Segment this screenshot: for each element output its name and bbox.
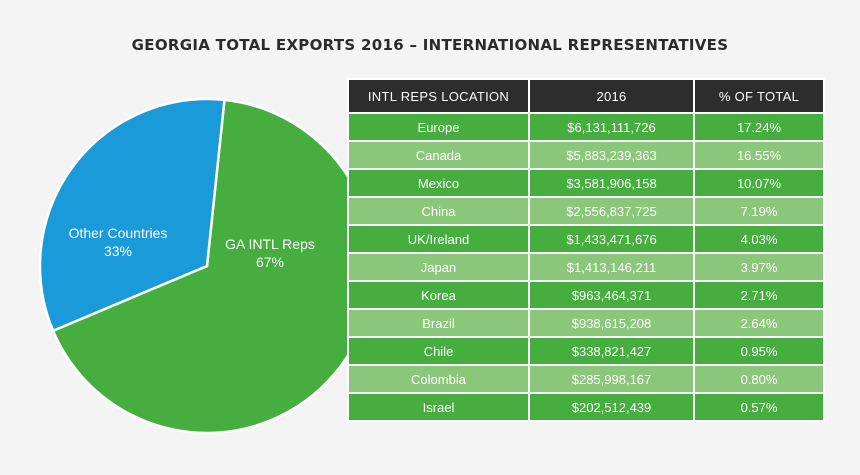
cell-value: $1,433,471,676 — [528, 224, 695, 254]
cell-percent: 10.07% — [693, 168, 825, 198]
cell-location: Israel — [347, 392, 530, 422]
cell-percent: 3.97% — [693, 252, 825, 282]
cell-percent: 0.95% — [693, 336, 825, 366]
cell-value: $285,998,167 — [528, 364, 695, 394]
cell-percent: 0.57% — [693, 392, 825, 422]
cell-value: $938,615,208 — [528, 308, 695, 338]
cell-location: Brazil — [347, 308, 530, 338]
table-row: Chile $338,821,427 0.95% — [347, 336, 825, 366]
table-row: Brazil $938,615,208 2.64% — [347, 308, 825, 338]
cell-location: Europe — [347, 112, 530, 142]
cell-value: $963,464,371 — [528, 280, 695, 310]
cell-value: $6,131,111,726 — [528, 112, 695, 142]
cell-percent: 7.19% — [693, 196, 825, 226]
cell-percent: 0.80% — [693, 364, 825, 394]
cell-location: Colombia — [347, 364, 530, 394]
chart-title: GEORGIA TOTAL EXPORTS 2016 – INTERNATION… — [131, 36, 729, 54]
pie-slice-other-countries — [38, 97, 226, 333]
exports-table: INTL REPS LOCATION 2016 % OF TOTAL Europ… — [347, 78, 825, 422]
col-header-location: INTL REPS LOCATION — [347, 78, 530, 114]
pie-pct-other-countries: 33% — [104, 243, 132, 259]
cell-location: China — [347, 196, 530, 226]
cell-value: $2,556,837,725 — [528, 196, 695, 226]
pie-pct-ga-intl-reps: 67% — [256, 254, 284, 270]
cell-percent: 2.71% — [693, 280, 825, 310]
table-row: UK/Ireland $1,433,471,676 4.03% — [347, 224, 825, 254]
cell-value: $338,821,427 — [528, 336, 695, 366]
table-row: Korea $963,464,371 2.71% — [347, 280, 825, 310]
table-row: Canada $5,883,239,363 16.55% — [347, 140, 825, 170]
cell-value: $3,581,906,158 — [528, 168, 695, 198]
table-row: China $2,556,837,725 7.19% — [347, 196, 825, 226]
table-row: Japan $1,413,146,211 3.97% — [347, 252, 825, 282]
cell-location: UK/Ireland — [347, 224, 530, 254]
pie-label-other-countries: Other Countries — [69, 225, 168, 241]
cell-location: Korea — [347, 280, 530, 310]
cell-location: Chile — [347, 336, 530, 366]
col-header-percent: % OF TOTAL — [693, 78, 825, 114]
cell-value: $202,512,439 — [528, 392, 695, 422]
table-header-row: INTL REPS LOCATION 2016 % OF TOTAL — [347, 78, 825, 114]
table-row: Colombia $285,998,167 0.80% — [347, 364, 825, 394]
cell-location: Canada — [347, 140, 530, 170]
col-header-year: 2016 — [528, 78, 695, 114]
cell-value: $1,413,146,211 — [528, 252, 695, 282]
cell-value: $5,883,239,363 — [528, 140, 695, 170]
cell-percent: 4.03% — [693, 224, 825, 254]
cell-location: Japan — [347, 252, 530, 282]
table-row: Europe $6,131,111,726 17.24% — [347, 112, 825, 142]
pie-label-ga-intl-reps: GA INTL Reps — [225, 236, 315, 252]
cell-percent: 2.64% — [693, 308, 825, 338]
pie-slice-ga-intl-reps — [51, 98, 376, 435]
table-row: Israel $202,512,439 0.57% — [347, 392, 825, 422]
cell-location: Mexico — [347, 168, 530, 198]
table-row: Mexico $3,581,906,158 10.07% — [347, 168, 825, 198]
cell-percent: 16.55% — [693, 140, 825, 170]
cell-percent: 17.24% — [693, 112, 825, 142]
